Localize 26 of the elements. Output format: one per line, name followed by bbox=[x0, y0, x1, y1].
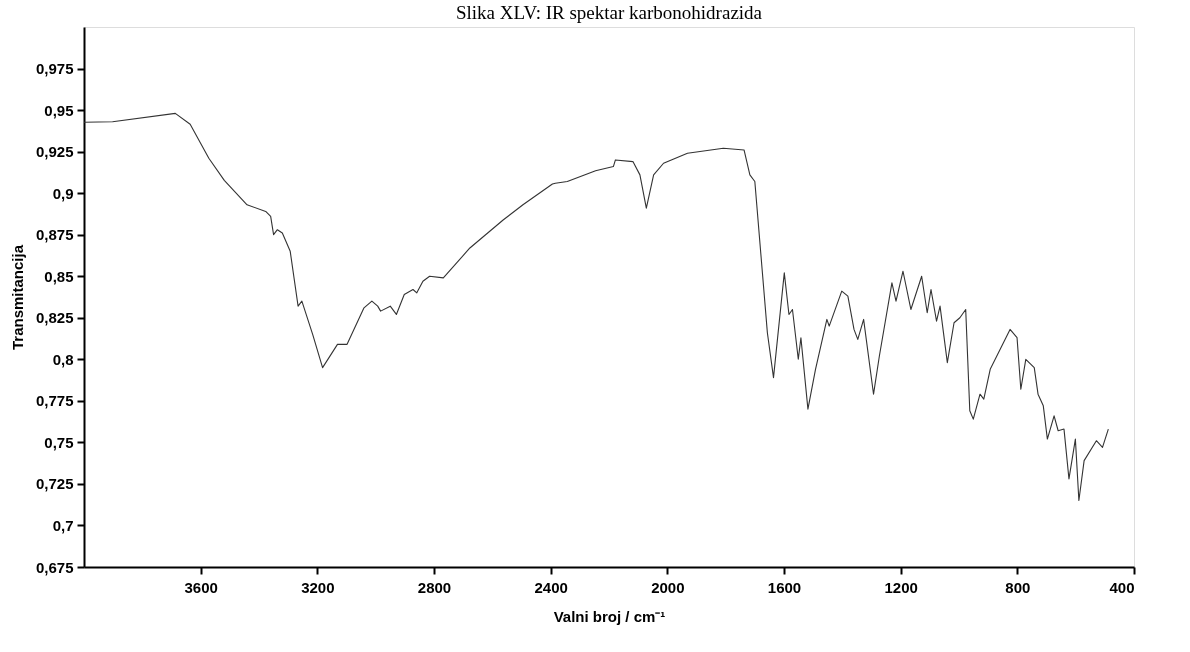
x-axis-title: Valni broj / cm⁻¹ bbox=[553, 607, 666, 625]
y-tick-label: 0,7 bbox=[52, 516, 74, 534]
x-tick-label: 2400 bbox=[534, 578, 568, 596]
x-tick-label: 3200 bbox=[301, 578, 335, 596]
x-tick-label: 3600 bbox=[184, 578, 218, 596]
y-tick-label: 0,775 bbox=[35, 392, 74, 410]
chart-title: Slika XLV: IR spektar karbonohidrazida bbox=[455, 2, 763, 23]
x-tick-label: 2800 bbox=[417, 578, 452, 596]
x-tick-label: 400 bbox=[1109, 578, 1135, 596]
x-tick-label: 1200 bbox=[884, 578, 918, 596]
y-tick-label: 0,825 bbox=[35, 309, 74, 327]
y-tick-label: 0,975 bbox=[35, 60, 74, 78]
x-tick-label: 800 bbox=[1005, 578, 1031, 596]
line-series bbox=[83, 112, 1109, 502]
y-tick-label: 0,725 bbox=[35, 475, 74, 493]
x-tick-label: 1600 bbox=[767, 578, 802, 596]
y-axis-title: Transmitancija bbox=[8, 244, 26, 351]
y-tick-label: 0,95 bbox=[44, 101, 74, 119]
x-tick-label: 2000 bbox=[651, 578, 685, 596]
y-tick-label: 0,8 bbox=[52, 350, 74, 368]
y-tick-label: 0,875 bbox=[35, 226, 74, 244]
y-tick-label: 0,75 bbox=[44, 433, 74, 451]
y-tick-label: 0,925 bbox=[35, 143, 74, 161]
y-tick-label: 0,85 bbox=[44, 267, 74, 285]
y-tick-label: 0,675 bbox=[35, 558, 74, 576]
y-tick-label: 0,9 bbox=[52, 184, 74, 202]
